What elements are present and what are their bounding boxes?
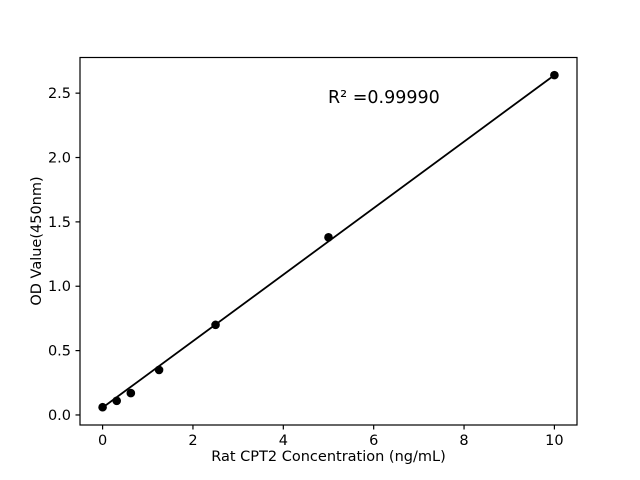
x-tick-label: 4 <box>279 433 288 449</box>
data-point <box>324 233 333 242</box>
data-point <box>211 320 220 330</box>
x-axis-label: Rat CPT2 Concentration (ng/mL) <box>211 449 446 465</box>
x-tick-label: 2 <box>188 433 197 449</box>
plot-border <box>79 56 578 426</box>
y-tick-label: 2.0 <box>48 151 71 167</box>
data-point <box>112 396 122 406</box>
y-tick-label: 2.5 <box>48 86 71 102</box>
x-tick-label: 0 <box>98 433 107 449</box>
x-tick-label: 6 <box>369 433 378 449</box>
data-point <box>98 402 107 412</box>
y-tick-label: 0.5 <box>48 344 71 360</box>
y-axis-label: OD Value(450nm) <box>29 176 46 306</box>
data-point <box>550 70 559 80</box>
data-point <box>126 388 136 398</box>
x-tick-label: 8 <box>459 433 468 449</box>
y-tick-label: 1.5 <box>48 215 71 231</box>
data-point <box>154 365 164 375</box>
y-tick-label: 1.0 <box>48 279 71 295</box>
y-tick-label: 0.0 <box>48 408 71 424</box>
r-squared-annotation: R² =0.99990 <box>328 88 440 108</box>
x-tick-label: 10 <box>545 433 563 449</box>
